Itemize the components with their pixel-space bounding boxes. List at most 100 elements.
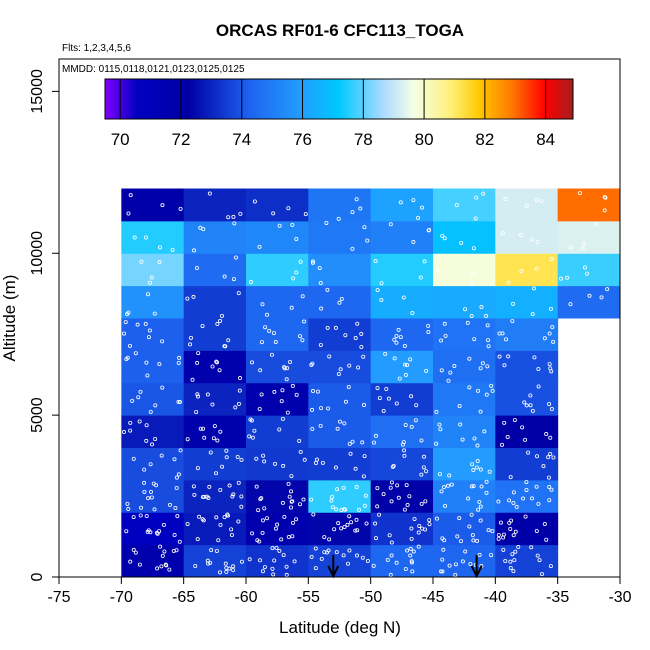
sample-point xyxy=(142,489,147,494)
sample-point xyxy=(454,203,459,208)
sample-point xyxy=(375,386,380,391)
sample-point xyxy=(341,485,346,490)
sample-point xyxy=(535,239,540,244)
sample-point xyxy=(530,312,535,317)
sample-point xyxy=(485,323,490,328)
sample-point xyxy=(260,302,265,307)
sample-point xyxy=(259,496,264,501)
heatmap-cell xyxy=(121,285,185,319)
sample-point xyxy=(333,465,338,470)
sample-point xyxy=(298,334,303,339)
sample-point xyxy=(160,385,165,390)
sample-point xyxy=(218,488,223,493)
sample-point xyxy=(207,191,212,196)
sample-point xyxy=(285,366,290,371)
sample-point xyxy=(568,302,573,307)
sample-point xyxy=(544,432,549,437)
sample-point xyxy=(479,484,484,489)
sample-point xyxy=(231,564,236,569)
sample-point xyxy=(205,392,210,397)
sample-point xyxy=(237,388,242,393)
sample-point xyxy=(355,321,360,326)
sample-point xyxy=(172,457,177,462)
sample-point xyxy=(273,526,278,531)
sample-point xyxy=(259,340,264,345)
sample-point xyxy=(498,520,503,525)
sample-point xyxy=(353,336,358,341)
sample-point xyxy=(419,501,424,506)
sample-point xyxy=(551,455,556,460)
sample-point xyxy=(280,388,285,393)
sample-point xyxy=(333,325,338,330)
sample-point xyxy=(348,451,353,456)
sample-point xyxy=(202,494,207,499)
sample-point xyxy=(437,472,442,477)
heatmap-cell xyxy=(433,285,496,319)
sample-point xyxy=(403,362,408,367)
sample-point xyxy=(422,454,427,459)
sample-point xyxy=(239,494,244,499)
sample-point xyxy=(458,539,463,544)
sample-point xyxy=(121,430,126,435)
sample-point xyxy=(519,269,524,274)
sample-point xyxy=(549,407,554,412)
sample-point xyxy=(547,362,552,367)
sample-point xyxy=(442,485,447,490)
sample-point xyxy=(365,238,370,243)
sample-point xyxy=(280,416,285,421)
sample-point xyxy=(153,437,158,442)
sample-point xyxy=(402,344,407,349)
sample-point xyxy=(281,463,286,468)
sample-point xyxy=(123,320,128,325)
sample-point xyxy=(336,216,341,221)
sample-point xyxy=(335,487,340,492)
sample-point xyxy=(178,448,183,453)
sample-point xyxy=(511,569,516,574)
sample-point xyxy=(528,393,533,398)
sample-point xyxy=(403,566,408,571)
sample-point xyxy=(177,355,182,360)
sample-point xyxy=(408,553,413,558)
sample-point xyxy=(250,531,255,536)
sample-point xyxy=(411,240,416,245)
sample-point xyxy=(490,529,495,534)
sample-point xyxy=(442,236,447,241)
sample-point xyxy=(149,275,154,280)
sample-point xyxy=(131,456,136,461)
sample-point xyxy=(133,550,138,555)
sample-point xyxy=(520,425,525,430)
sample-point xyxy=(405,503,410,508)
sample-point xyxy=(446,378,451,383)
heatmap-cell xyxy=(246,544,309,578)
sample-point xyxy=(224,565,229,570)
sample-point xyxy=(270,566,275,571)
sample-point xyxy=(334,507,339,512)
sample-point xyxy=(210,364,215,369)
sample-point xyxy=(137,419,142,424)
x-tick-label: -50 xyxy=(359,589,382,606)
heatmap-cell xyxy=(121,512,185,546)
sample-point xyxy=(257,406,262,411)
sample-point xyxy=(405,363,410,368)
sample-point xyxy=(274,545,279,550)
sample-point xyxy=(508,559,513,564)
sample-point xyxy=(138,513,143,518)
sample-point xyxy=(365,559,370,564)
sample-point xyxy=(135,322,140,327)
sample-point xyxy=(501,547,506,552)
sample-point xyxy=(301,497,306,502)
sample-point xyxy=(594,221,599,226)
sample-point xyxy=(258,497,263,502)
sample-point xyxy=(434,516,439,521)
sample-point xyxy=(463,549,468,554)
sample-point xyxy=(385,558,390,563)
sample-point xyxy=(294,270,299,275)
sample-point xyxy=(206,561,211,566)
sample-point xyxy=(270,546,275,551)
sample-point xyxy=(178,206,183,211)
sample-point xyxy=(275,522,280,527)
sample-point xyxy=(409,526,414,531)
heatmap-cell xyxy=(433,188,496,222)
sample-point xyxy=(288,359,293,364)
sample-point xyxy=(472,337,477,342)
